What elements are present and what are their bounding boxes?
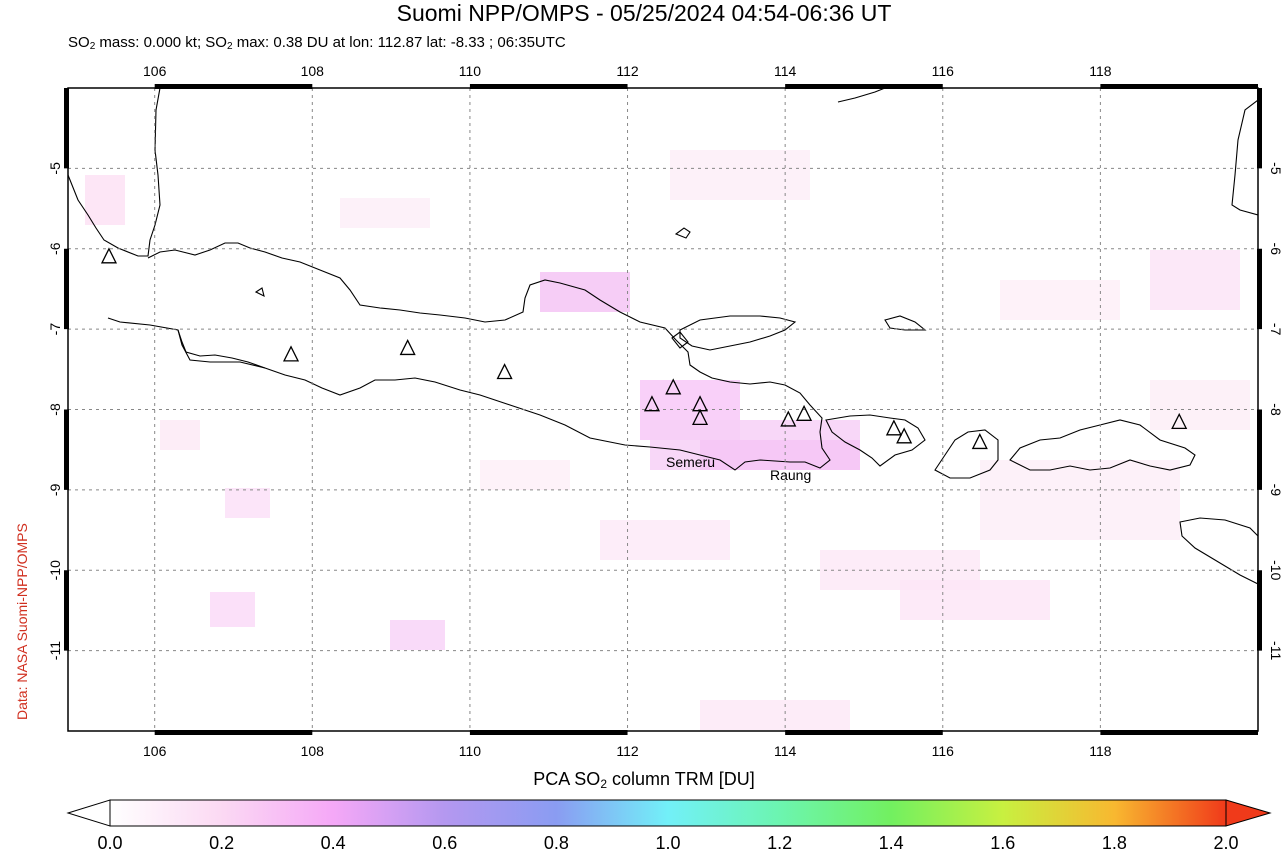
- volcano-triangle-icon: [885, 419, 902, 436]
- frame-bar-bottom: [1100, 730, 1258, 735]
- volcano-triangle-icon: [896, 427, 913, 444]
- java-south-coast: [177, 329, 266, 369]
- lon-tick-label-top: 116: [932, 63, 955, 79]
- colorbar-label: 0.2: [209, 833, 235, 853]
- coastlines: [68, 88, 1258, 585]
- bali-island: [825, 414, 926, 467]
- lon-tick-label-top: 118: [1089, 63, 1112, 79]
- colorbar-label: 0.0: [97, 833, 123, 853]
- madura-island: [679, 315, 797, 351]
- lat-tick-label-left: -5: [47, 162, 63, 175]
- small-island-3: [671, 331, 689, 349]
- lat-tick-label-right: -8: [1268, 403, 1284, 416]
- tick-labels: 106 106 108 108 110 110 112 112 114 114 116 116 118 1…: [47, 63, 1284, 759]
- small-island-1: [674, 227, 691, 239]
- volcano-triangle-icon: [796, 404, 813, 421]
- frame-bar-left: [64, 409, 69, 490]
- lat-tick-label-left: -10: [47, 560, 63, 580]
- volcano-triangle-icon: [399, 338, 416, 356]
- lombok-island: [934, 429, 999, 479]
- small-island-2: [254, 287, 265, 298]
- colorbar: [66, 799, 1272, 827]
- volcano-triangle-icon: [780, 410, 797, 427]
- lat-tick-label-right: -7: [1268, 323, 1284, 336]
- sumba-island: [1179, 517, 1258, 585]
- volcano-markers: [100, 247, 1188, 450]
- lon-tick-label-bottom: 116: [932, 743, 955, 759]
- lat-tick-label-right: -10: [1268, 560, 1284, 580]
- frame-bar-top: [154, 84, 313, 89]
- lat-tick-label-right: -11: [1268, 641, 1284, 660]
- lat-tick-label-right: -9: [1268, 484, 1284, 497]
- graticule: [68, 88, 1258, 731]
- frame-bar-bottom: [785, 730, 943, 735]
- frame-bar-right: [1257, 409, 1262, 490]
- colorbar-over-arrow: [1225, 799, 1272, 827]
- colorbar-label: 1.8: [1101, 833, 1127, 853]
- lon-tick-label-bottom: 108: [301, 743, 325, 759]
- lon-tick-label-bottom: 112: [616, 743, 639, 759]
- volcano-triangle-icon: [691, 408, 709, 425]
- frame-bar-left: [64, 570, 69, 651]
- so2-summary: SO2 mass: 0.000 kt; SO2 max: 0.38 DU at …: [68, 34, 566, 52]
- lon-tick-label-top: 108: [301, 63, 325, 79]
- sumatra-coast: [68, 88, 161, 257]
- colorbar-label: 1.6: [990, 833, 1016, 853]
- lon-tick-label-top: 106: [143, 63, 167, 79]
- volcano-triangle-icon: [1171, 412, 1188, 430]
- frame-bar-bottom: [469, 730, 628, 735]
- colorbar-label: 0.4: [320, 833, 346, 853]
- lon-tick-label-top: 114: [774, 63, 797, 79]
- map-title: Suomi NPP/OMPS - 05/25/2024 04:54-06:36 …: [396, 0, 892, 26]
- colorbar-gradient: [109, 799, 1227, 827]
- lat-tick-label-left: -8: [47, 403, 63, 416]
- volcano-label-semeru: Semeru: [666, 454, 715, 470]
- frame-bar-bottom: [154, 730, 313, 735]
- lon-tick-label-bottom: 106: [143, 743, 167, 759]
- lon-tick-label-top: 112: [616, 63, 639, 79]
- lat-tick-label-left: -11: [47, 641, 63, 660]
- colorbar-label: 1.0: [655, 833, 681, 853]
- colorbar-label: 2.0: [1213, 833, 1239, 853]
- frame-bar-left: [64, 88, 69, 169]
- volcano-label-raung: Raung: [770, 467, 811, 483]
- colorbar-label: 0.6: [432, 833, 458, 853]
- frame-bar-right: [1257, 570, 1262, 651]
- lat-tick-label-right: -6: [1268, 243, 1284, 256]
- lon-tick-label-top: 110: [459, 63, 482, 79]
- volcano-triangle-icon: [496, 363, 513, 380]
- frame-bar-top: [785, 84, 943, 89]
- colorbar-label: 1.4: [878, 833, 904, 853]
- frame-bar-left: [64, 248, 69, 330]
- so2-pixel-field: [85, 150, 1250, 730]
- lon-tick-label-bottom: 110: [459, 743, 482, 759]
- frame-bars: [64, 84, 1262, 735]
- colorbar-label: 0.8: [543, 833, 569, 853]
- frame-bar-top: [1100, 84, 1258, 89]
- kalimantan-coast: [1231, 99, 1258, 216]
- java-north-coast: [107, 242, 831, 471]
- kangean-islands: [884, 315, 927, 331]
- sumbawa-island: [1009, 419, 1196, 471]
- lon-tick-label-bottom: 114: [774, 743, 797, 759]
- colorbar-under-arrow: [66, 799, 111, 827]
- lon-tick-label-bottom: 118: [1089, 743, 1112, 759]
- volcano-triangle-icon: [665, 378, 682, 395]
- volcano-triangle-icon: [282, 345, 300, 362]
- lat-tick-label-right: -5: [1268, 162, 1284, 175]
- colorbar-title: PCA SO2 column TRM [DU]: [533, 769, 755, 791]
- volcano-triangle-icon: [100, 247, 118, 264]
- colorbar-label: 1.2: [767, 833, 793, 853]
- frame-bar-right: [1257, 248, 1262, 330]
- volcano-triangle-icon: [643, 395, 661, 412]
- frame-bar-top: [469, 84, 628, 89]
- kalimantan-south-tip: [837, 88, 886, 103]
- lat-tick-label-left: -9: [47, 483, 63, 496]
- frame-bar-right: [1257, 88, 1262, 169]
- lat-tick-label-left: -7: [47, 323, 63, 336]
- lat-tick-label-left: -6: [47, 242, 63, 255]
- volcano-triangle-icon: [971, 433, 988, 450]
